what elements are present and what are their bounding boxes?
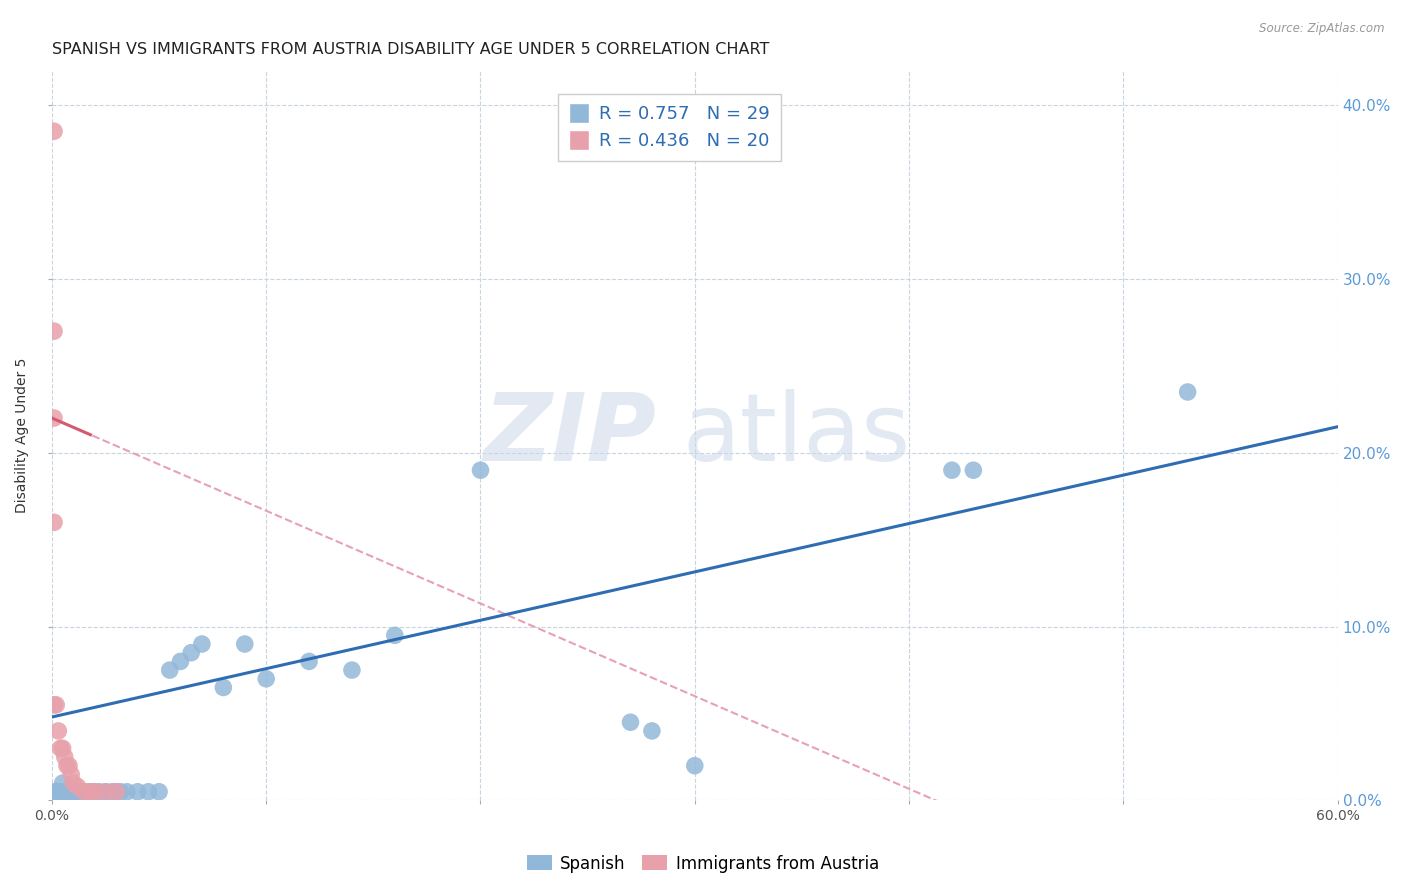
Point (191, 637, 214, 651)
Point (65, 785, 87, 799)
Point (42, 698, 65, 712)
Point (470, 463, 492, 477)
Point (105, 785, 128, 799)
Point (42, 785, 65, 799)
Point (384, 628, 406, 642)
Point (619, 715, 641, 730)
Point (70, 785, 93, 799)
Point (56, 785, 79, 799)
Point (87, 785, 110, 799)
Point (56, 758, 79, 772)
Point (212, 681, 235, 695)
Point (94, 785, 117, 799)
Point (1177, 384, 1199, 399)
Point (66, 780, 89, 794)
Point (83, 785, 105, 799)
Text: ZIP: ZIP (484, 390, 657, 482)
Point (79, 785, 101, 799)
Point (683, 758, 706, 772)
Point (941, 463, 963, 477)
Point (53, 750, 76, 764)
Legend: Spanish, Immigrants from Austria: Spanish, Immigrants from Austria (520, 848, 886, 880)
Point (45, 785, 67, 799)
Point (53, 785, 76, 799)
Point (49, 785, 72, 799)
Point (58, 758, 80, 772)
Point (110, 785, 132, 799)
Point (52, 776, 75, 790)
Point (46, 723, 69, 738)
Point (233, 637, 256, 651)
Point (298, 654, 321, 668)
Point (340, 663, 363, 677)
Legend: R = 0.757   N = 29, R = 0.436   N = 20: R = 0.757 N = 29, R = 0.436 N = 20 (558, 94, 780, 161)
Point (83, 785, 105, 799)
Point (42, 124, 65, 138)
Point (60, 767, 83, 781)
Point (115, 785, 138, 799)
Point (62, 785, 84, 799)
Point (94, 785, 117, 799)
Text: Source: ZipAtlas.com: Source: ZipAtlas.com (1260, 22, 1385, 36)
Point (60, 785, 83, 799)
Point (69, 785, 91, 799)
Point (169, 654, 191, 668)
Point (42, 324, 65, 338)
Point (254, 672, 277, 686)
Point (79, 785, 101, 799)
Text: SPANISH VS IMMIGRANTS FROM AUSTRIA DISABILITY AGE UNDER 5 CORRELATION CHART: SPANISH VS IMMIGRANTS FROM AUSTRIA DISAB… (52, 42, 769, 57)
Point (66, 785, 89, 799)
Point (962, 463, 984, 477)
Point (127, 785, 149, 799)
Point (45, 698, 67, 712)
Point (641, 723, 664, 738)
Point (73, 785, 96, 799)
Point (46, 785, 69, 799)
Point (101, 785, 124, 799)
Point (148, 785, 170, 799)
Point (42, 411, 65, 425)
Point (49, 741, 72, 756)
Point (105, 785, 128, 799)
Text: atlas: atlas (682, 390, 910, 482)
Point (75, 785, 97, 799)
Point (58, 785, 80, 799)
Point (62, 776, 84, 790)
Point (52, 741, 75, 756)
Y-axis label: Disability Age Under 5: Disability Age Under 5 (15, 358, 30, 513)
Point (138, 785, 160, 799)
Point (159, 663, 181, 677)
Point (42, 516, 65, 530)
Point (180, 646, 202, 660)
